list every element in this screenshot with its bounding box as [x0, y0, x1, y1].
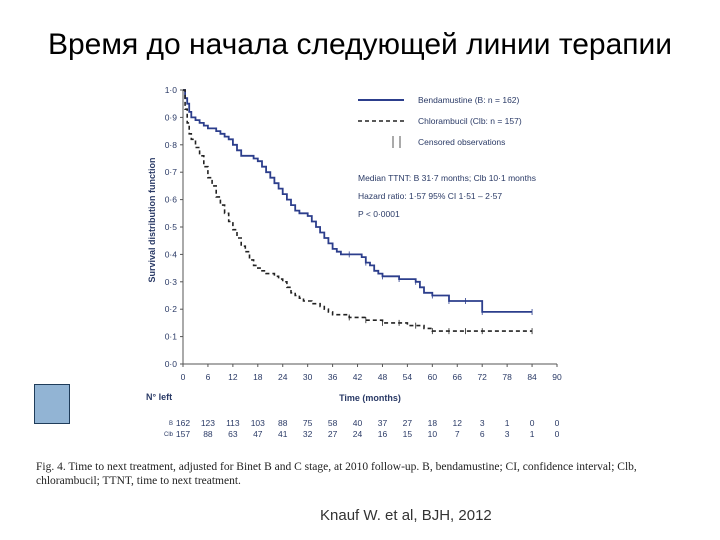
at-risk-value: 88: [278, 418, 288, 428]
at-risk-value: 1: [505, 418, 510, 428]
at-risk-value: 1: [530, 429, 535, 439]
x-tick-label: 6: [206, 372, 211, 382]
at-risk-row-label: B: [169, 421, 173, 427]
at-risk-value: 24: [353, 429, 363, 439]
at-risk-value: 12: [453, 418, 463, 428]
stats-median: Median TTNT: B 31·7 months; Clb 10·1 mon…: [358, 173, 536, 183]
y-tick-label: 0·2: [165, 304, 178, 314]
at-risk-value: 10: [428, 429, 438, 439]
x-tick-label: 54: [403, 372, 413, 382]
stats-hazard-ratio: Hazard ratio: 1·57 95% CI 1·51 – 2·57: [358, 191, 502, 201]
x-tick-label: 60: [428, 372, 438, 382]
y-tick-label: 0·9: [165, 112, 178, 122]
at-risk-value: 113: [226, 418, 240, 428]
decorative-blue-box: [34, 384, 70, 424]
at-risk-value: 41: [278, 429, 288, 439]
at-risk-value: 0: [530, 418, 535, 428]
x-tick-labels: 0 6 12 18 24 30 36 42 48 54 60 66 72 78 84 90: [181, 364, 562, 382]
at-risk-value: 7: [455, 429, 460, 439]
x-tick-label: 12: [228, 372, 238, 382]
at-risk-value: 103: [251, 418, 265, 428]
y-tick-label: 0·8: [165, 140, 178, 150]
x-tick-label: 48: [378, 372, 388, 382]
at-risk-value: 157: [176, 429, 190, 439]
series-layer: [183, 89, 533, 335]
at-risk-value: 63: [228, 429, 238, 439]
x-tick-label: 42: [353, 372, 363, 382]
y-tick-label: 0·0: [165, 359, 178, 369]
at-risk-value: 47: [253, 429, 263, 439]
x-tick-label: 66: [453, 372, 463, 382]
x-tick-label: 18: [253, 372, 263, 382]
y-axis-title: Survival distribution function: [147, 157, 157, 282]
x-tick-label: 36: [328, 372, 338, 382]
at-risk-value: 40: [353, 418, 363, 428]
legend: Bendamustine (B: n = 162) Chlorambucil (…: [358, 95, 522, 148]
series-line-chlorambucil: [183, 89, 533, 332]
at-risk-value: 3: [505, 429, 510, 439]
x-tick-label: 24: [278, 372, 288, 382]
x-tick-label: 72: [477, 372, 487, 382]
y-tick-label: 0·4: [165, 249, 178, 259]
x-tick-label: 78: [502, 372, 512, 382]
at-risk-value: 32: [303, 429, 313, 439]
legend-label-chlorambucil: Chlorambucil (Clb: n = 157): [418, 116, 522, 126]
at-risk-value: 0: [555, 429, 560, 439]
at-risk-table: N° left B 162 123 113 103 88 75 58 40 37 27 18 12 3 1 0…: [146, 392, 560, 439]
chart-axes: [182, 90, 557, 365]
y-tick-label: 0·6: [165, 195, 178, 205]
x-axis-title: Time (months): [339, 393, 401, 403]
at-risk-row-label: Clb: [164, 432, 174, 438]
y-tick-label: 0·5: [165, 222, 178, 232]
figure-caption: Fig. 4. Time to next treatment, adjusted…: [36, 461, 637, 487]
y-tick-labels: 0·0 0·1 0·2 0·3 0·4 0·5 0·6 0·7 0·8 0·9 1·0: [165, 85, 183, 369]
at-risk-value: 58: [328, 418, 338, 428]
slide-title: Время до начала следующей линии терапии: [47, 28, 673, 61]
y-tick-label: 1·0: [165, 85, 178, 95]
y-tick-label: 0·1: [165, 332, 178, 342]
at-risk-value: 0: [555, 418, 560, 428]
at-risk-value: 16: [378, 429, 388, 439]
citation: Knauf W. et al, BJH, 2012: [320, 507, 492, 524]
at-risk-value: 27: [403, 418, 413, 428]
x-tick-label: 84: [527, 372, 537, 382]
at-risk-value: 123: [201, 418, 215, 428]
at-risk-value: 88: [203, 429, 213, 439]
stats-p-value: P < 0·0001: [358, 209, 400, 219]
x-tick-label: 30: [303, 372, 313, 382]
at-risk-value: 15: [403, 429, 413, 439]
at-risk-value: 3: [480, 418, 485, 428]
at-risk-value: 162: [176, 418, 190, 428]
at-risk-value: 18: [428, 418, 438, 428]
y-tick-label: 0·3: [165, 277, 178, 287]
at-risk-value: 37: [378, 418, 388, 428]
at-risk-value: 6: [480, 429, 485, 439]
legend-label-censored: Censored observations: [418, 137, 505, 147]
legend-label-bendamustine: Bendamustine (B: n = 162): [418, 95, 520, 105]
at-risk-heading: N° left: [146, 392, 172, 402]
x-tick-label: 0: [181, 372, 186, 382]
at-risk-value: 27: [328, 429, 338, 439]
x-tick-label: 90: [552, 372, 562, 382]
at-risk-value: 75: [303, 418, 313, 428]
stats-annotation: Median TTNT: B 31·7 months; Clb 10·1 mon…: [358, 173, 536, 219]
y-tick-label: 0·7: [165, 167, 178, 177]
